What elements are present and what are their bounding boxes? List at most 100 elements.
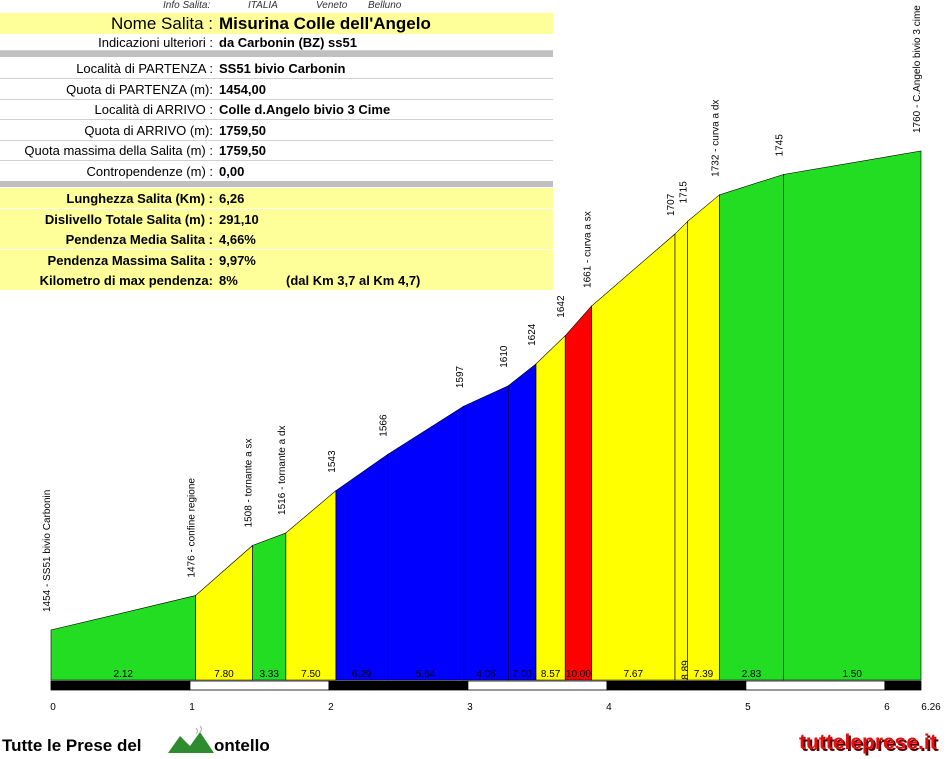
point-label: 1715 — [679, 181, 690, 204]
point-label: 1642 — [556, 295, 567, 318]
label: Località di PARTENZA : — [76, 61, 213, 76]
segment — [335, 454, 388, 681]
x-tick-label: 3 — [467, 702, 473, 713]
separator — [0, 181, 553, 187]
x-tick-label: 0 — [50, 702, 56, 713]
label: Dislivello Totale Salita (m) : — [44, 211, 213, 227]
label: Pendenza Media Salita : — [65, 232, 213, 247]
segment — [463, 385, 509, 681]
segment-label: 7.39 — [694, 669, 714, 680]
brand-text: ontello — [214, 736, 270, 755]
segment-label: 7.00 — [512, 669, 532, 680]
km-bar — [50, 680, 191, 691]
label: Nome Salita : — [110, 14, 213, 33]
point-label: 1661 - curva a sx — [583, 211, 594, 288]
row: Indicazioni ulteriori : da Carbonin (BZ)… — [0, 34, 553, 51]
x-tick-label: 1 — [189, 702, 195, 713]
label: Località di ARRIVO : — [94, 102, 214, 117]
segment-label: 1.50 — [842, 669, 862, 680]
value: 4,66% — [219, 232, 256, 247]
segment-label: 8.57 — [541, 669, 561, 680]
row: Località di PARTENZA : SS51 bivio Carboni… — [0, 58, 553, 79]
x-tick-label: 2 — [328, 702, 334, 713]
value: Misurina Colle dell'Angelo — [219, 14, 431, 33]
header: Belluno — [368, 0, 402, 11]
value: 1454,00 — [219, 81, 266, 97]
segment — [687, 194, 720, 681]
point-label: 1508 - tornante a sx — [244, 439, 255, 528]
value: 1759,50 — [219, 122, 266, 138]
point-label: 1566 — [378, 414, 389, 437]
segment-label: 5.64 — [416, 669, 436, 680]
segment — [719, 174, 784, 681]
x-tick-label: 6 — [884, 702, 890, 713]
point-label: 1610 — [499, 345, 510, 368]
value: (dal Km 3,7 al Km 4,7) — [286, 273, 421, 288]
label: Pendenza Massima Salita : — [47, 252, 213, 268]
label: Kilometro di max pendenza: — [39, 273, 213, 288]
row: Quota di ARRIVO (m): 1759,50 — [0, 120, 553, 141]
value: 1759,50 — [219, 143, 266, 158]
segment-label: 7.67 — [624, 669, 644, 680]
value: 291,10 — [219, 211, 259, 227]
x-tick-label: 5 — [745, 702, 751, 713]
point-label: 1476 - confine regione — [187, 478, 198, 578]
segment-label: 2.83 — [742, 669, 762, 680]
segment — [387, 405, 465, 681]
label: Quota massima della Salita (m) : — [24, 143, 213, 158]
segment — [507, 363, 537, 681]
value: 0,00 — [219, 163, 245, 179]
row: Quota massima della Salita (m) : 1759,50 — [0, 140, 553, 161]
point-label: 1454 - SS51 bivio Carbonin — [42, 490, 53, 612]
value: Colle d.Angelo bivio 3 Cime — [219, 102, 391, 117]
segment — [674, 220, 688, 681]
header: Veneto — [316, 0, 348, 11]
segment-label: 4.06 — [476, 669, 496, 680]
km-bar — [328, 680, 469, 691]
km-bar — [745, 680, 886, 691]
segment-label: 7.50 — [301, 669, 321, 680]
value: 9,97% — [219, 252, 256, 268]
segment-label: 2.12 — [114, 669, 134, 680]
value: 6,26 — [219, 191, 245, 206]
point-label: 1745 — [774, 134, 785, 157]
row: Lunghezza Salita (Km) : 6,26 — [0, 188, 553, 208]
km-bar — [606, 680, 747, 691]
header: Info Salita: — [163, 0, 211, 11]
km-bar — [189, 680, 330, 691]
brand-left: Tutte le Prese del ontello — [2, 725, 270, 755]
point-label: 1624 — [527, 323, 538, 346]
point-label: 1707 — [666, 193, 677, 216]
segment — [591, 233, 676, 681]
row: Kilometro di max pendenza: 8% (dal Km 3,7 … — [0, 270, 553, 290]
separator — [0, 51, 553, 57]
point-label: 1516 - tornante a dx — [277, 425, 288, 515]
point-label: 1732 - curva a dx — [710, 100, 721, 177]
segment — [50, 595, 196, 681]
segment — [783, 150, 922, 681]
value: SS51 bivio Carbonin — [219, 61, 346, 76]
title-row: Nome Salita : Misurina Colle dell'Angelo — [0, 13, 553, 34]
row: Pendenza Massima Salita : 9,97% — [0, 249, 553, 270]
segment — [252, 532, 287, 681]
segment-label: 10.00 — [566, 669, 591, 680]
brand-right: tutteleprese.it tutteleprese.it — [799, 731, 939, 756]
row: Quota di PARTENZA (m): 1454,00 — [0, 79, 553, 100]
brand-shadow: tutteleprese.it — [801, 733, 939, 756]
km-bar — [467, 680, 608, 691]
brand-text: tutteleprese.it — [799, 731, 937, 754]
row: Dislivello Totale Salita (m) : 291,10 — [0, 208, 553, 229]
brand-text: Tutte le Prese del — [2, 736, 142, 755]
row: Località di ARRIVO : Colle d.Angelo bivio… — [0, 99, 553, 120]
point-label: 1543 — [327, 450, 338, 473]
km-bar — [884, 680, 922, 691]
label: Quota di ARRIVO (m): — [84, 122, 213, 138]
segment — [195, 544, 253, 681]
header: ITALIA — [248, 0, 278, 11]
value: da Carbonin (BZ) ss51 — [219, 35, 357, 50]
label: Quota di PARTENZA (m): — [66, 81, 213, 97]
segment — [535, 335, 566, 681]
logo-mountain — [168, 732, 214, 753]
segment-label: 3.33 — [259, 669, 279, 680]
